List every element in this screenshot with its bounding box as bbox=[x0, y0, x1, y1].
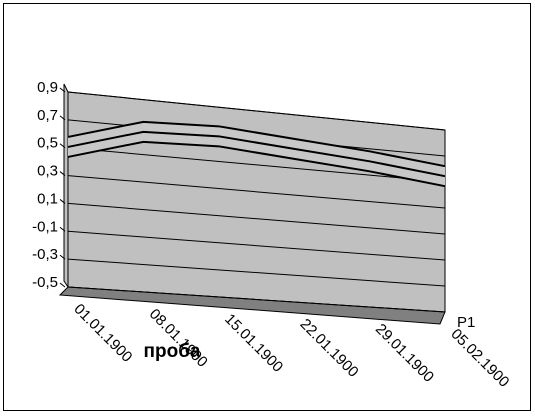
series-line bbox=[67, 120, 446, 168]
y-tick-label: -0,3 bbox=[32, 246, 58, 263]
grid-line bbox=[67, 91, 446, 131]
y-tick bbox=[59, 282, 66, 288]
grid-line bbox=[67, 202, 446, 235]
y-tick bbox=[59, 143, 66, 149]
y-tick-label: 0,3 bbox=[37, 163, 58, 180]
grid-line bbox=[67, 147, 446, 183]
grid-line bbox=[67, 258, 446, 287]
y-tick-label: -0,1 bbox=[32, 218, 58, 235]
y-tick bbox=[59, 171, 66, 176]
grid-line bbox=[67, 230, 446, 261]
y-tick bbox=[59, 87, 66, 93]
y-tick-label: 0,5 bbox=[37, 135, 58, 152]
y-tick bbox=[59, 254, 66, 260]
y-tick bbox=[59, 226, 66, 232]
series-ribbon bbox=[68, 121, 445, 187]
y-tick-label: 0,7 bbox=[37, 107, 58, 124]
y-tick bbox=[59, 115, 66, 121]
series-line bbox=[67, 130, 446, 178]
y-tick-label: 0,1 bbox=[37, 190, 58, 207]
series-line bbox=[67, 140, 446, 188]
y-tick-label: 0,9 bbox=[37, 79, 58, 96]
grid-line bbox=[67, 286, 446, 313]
y-tick bbox=[59, 199, 66, 204]
grid-line bbox=[67, 175, 446, 209]
x-axis-title: проба bbox=[144, 341, 201, 362]
series-axis-label: Р1 bbox=[457, 314, 475, 331]
y-tick-label: -0,5 bbox=[32, 274, 58, 291]
side-wall bbox=[63, 83, 69, 289]
